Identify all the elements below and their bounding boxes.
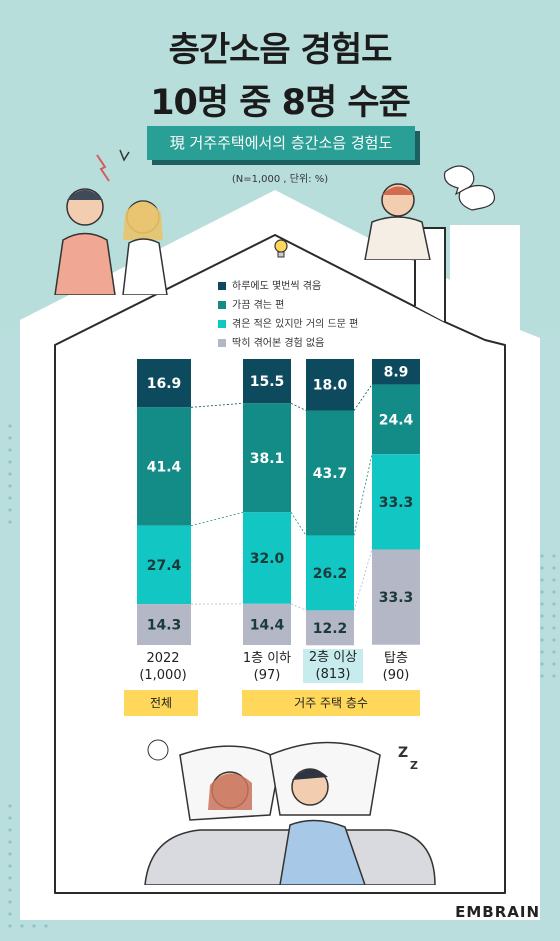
- category-label-line2: (97): [253, 668, 281, 683]
- category-label-line1: 2022: [146, 651, 180, 666]
- bar-segment-2-2: [306, 535, 354, 611]
- legend-item-rarely: 겪은 적은 있지만 거의 드문 편: [218, 315, 358, 330]
- category-label-line2: (1,000): [139, 668, 187, 683]
- connector-line-1-2-3: [290, 603, 307, 611]
- category-label-line2: (813): [315, 667, 351, 682]
- connector-line-0-1-2: [190, 511, 244, 527]
- bar-segment-3-2: [372, 454, 420, 550]
- data-label-1-1: 38.1: [250, 451, 285, 467]
- noise-suffering-people-illustration: [54, 149, 168, 295]
- upset-person-illustration: [364, 165, 495, 260]
- category-label-ground-floor: 1층 이하 (97): [230, 650, 304, 684]
- category-label-top-floor: 탑층 (90): [368, 650, 424, 684]
- subtitle-banner: 現 거주주택에서의 층간소음 경험도: [147, 126, 415, 160]
- connector-line-1-2-1: [290, 402, 307, 411]
- data-label-2-2: 26.2: [313, 566, 348, 582]
- bar-segment-1-0: [243, 359, 291, 404]
- sleeping-couple-illustration: Z Z: [144, 739, 436, 885]
- connector-line-0-1-1: [190, 402, 244, 408]
- category-label-line2: (90): [382, 668, 410, 683]
- legend-label-rarely: 겪은 적은 있지만 거의 드문 편: [232, 319, 359, 330]
- data-label-1-2: 32.0: [250, 551, 285, 567]
- bar-segment-2-1: [306, 410, 354, 536]
- category-label-overall: 2022 (1,000): [118, 650, 208, 684]
- data-label-3-2: 33.3: [379, 495, 414, 511]
- legend-item-daily: 하루에도 몇번씩 겪음: [218, 277, 321, 292]
- data-label-2-3: 12.2: [313, 621, 348, 637]
- category-label-second-floor-up: 2층 이상 (813): [303, 649, 363, 683]
- bar-segment-3-0: [372, 359, 420, 385]
- bar-segment-0-2: [137, 525, 191, 605]
- data-label-3-3: 33.3: [379, 590, 414, 606]
- data-label-1-3: 14.4: [250, 617, 285, 633]
- bar-segment-0-1: [137, 407, 191, 526]
- bar-segment-0-0: [137, 359, 191, 408]
- data-label-3-1: 24.4: [379, 412, 414, 428]
- data-label-0-1: 41.4: [147, 460, 182, 476]
- tag-overall: 전체: [124, 690, 198, 716]
- title-line2: 10명 중 8명 수준: [150, 83, 411, 123]
- legend-swatch-rarely: [218, 320, 226, 328]
- bar-segment-3-3: [372, 549, 420, 645]
- bar-segment-3-1: [372, 384, 420, 455]
- legend-label-sometimes: 가끔 겪는 편: [232, 300, 285, 311]
- data-label-0-3: 14.3: [147, 618, 182, 634]
- connector-line-2-3-3: [353, 549, 373, 611]
- legend-swatch-sometimes: [218, 301, 226, 309]
- data-label-3-0: 8.9: [384, 365, 409, 381]
- category-label-line1: 1층 이하: [242, 651, 292, 666]
- connector-line-1-2-2: [290, 512, 307, 536]
- title-line1: 층간소음 경험도: [168, 30, 393, 70]
- data-label-2-1: 43.7: [313, 466, 348, 482]
- category-label-line1: 2층 이상: [308, 650, 358, 665]
- bar-segment-1-1: [243, 403, 291, 513]
- tag-floor-group: 거주 주택 층수: [242, 690, 420, 716]
- legend-swatch-never: [218, 339, 226, 347]
- legend-label-daily: 하루에도 몇번씩 겪음: [232, 281, 322, 292]
- bar-segment-2-0: [306, 359, 354, 411]
- data-label-0-0: 16.9: [147, 376, 182, 392]
- legend-swatch-daily: [218, 282, 226, 290]
- data-label-0-2: 27.4: [147, 558, 182, 574]
- data-label-1-0: 15.5: [250, 374, 285, 390]
- category-label-line1: 탑층: [384, 651, 408, 666]
- data-label-2-0: 18.0: [313, 378, 348, 394]
- embrain-logo: EMBRAIN: [455, 903, 540, 921]
- bar-segment-1-3: [243, 603, 291, 645]
- legend-item-never: 딱히 겪어본 경험 없음: [218, 334, 324, 349]
- bar-segment-2-3: [306, 610, 354, 646]
- legend-item-sometimes: 가끔 겪는 편: [218, 296, 284, 311]
- lightbulb-icon: [274, 239, 288, 258]
- bar-segment-0-3: [137, 604, 191, 645]
- bar-segment-1-2: [243, 512, 291, 604]
- legend-label-never: 딱히 겪어본 경험 없음: [232, 338, 325, 349]
- svg-text:Z: Z: [398, 745, 408, 761]
- svg-text:Z: Z: [410, 759, 418, 772]
- unit-note: (N=1,000 , 단위: %): [231, 174, 329, 185]
- connector-line-2-3-2: [353, 454, 373, 536]
- connector-line-2-3-1: [353, 384, 373, 411]
